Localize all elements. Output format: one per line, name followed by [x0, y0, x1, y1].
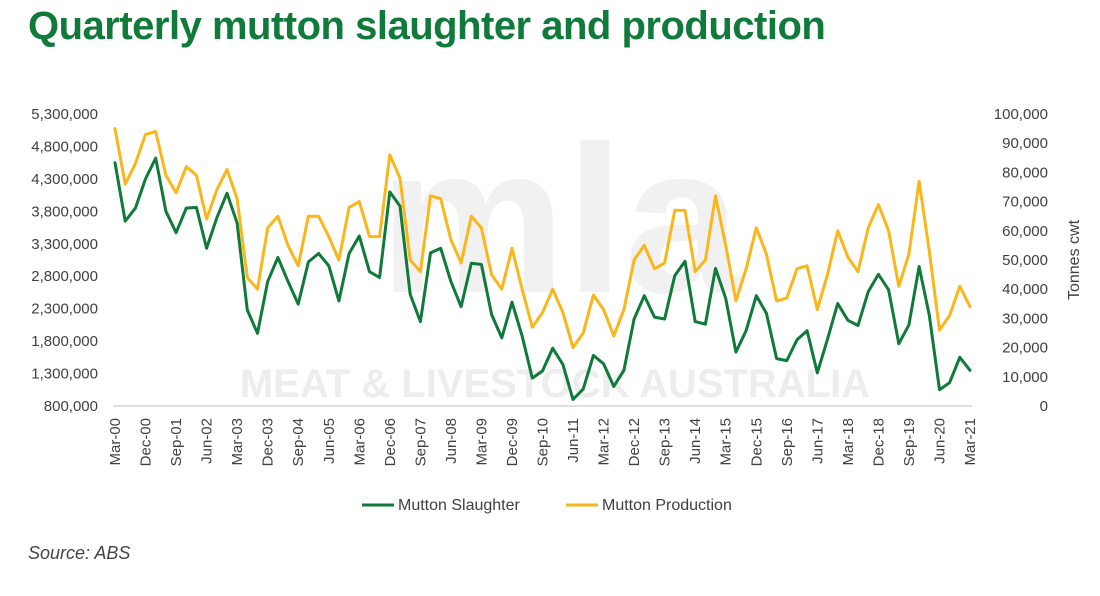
x-tick-label: Jun-14	[687, 418, 704, 464]
x-tick-label: Jun-08	[443, 418, 460, 464]
watermark-logo: mla	[379, 102, 743, 337]
y-left-tick-label: 1,300,000	[31, 366, 98, 383]
x-tick-label: Dec-12	[626, 418, 643, 466]
x-tick-label: Mar-00	[107, 418, 124, 466]
y-left-tick-label: 3,300,000	[31, 236, 98, 253]
y-right-tick-label: 40,000	[1002, 281, 1048, 298]
x-tick-label: Dec-15	[748, 418, 765, 466]
x-tick-label: Jun-05	[321, 418, 338, 464]
x-axis: Mar-00 Dec-00 Sep-01 Jun-02 Mar-03 Dec-03 Sep-…	[107, 418, 979, 466]
x-tick-label: Mar-09	[473, 418, 490, 466]
y-right-tick-label: 60,000	[1002, 223, 1048, 240]
y-left-tick-label: 4,800,000	[31, 138, 98, 155]
y-right-tick-label: 50,000	[1002, 252, 1048, 269]
y-right-tick-label: 0	[1040, 398, 1048, 415]
x-tick-label: Sep-04	[290, 418, 307, 466]
x-tick-label: Dec-09	[504, 418, 521, 466]
x-tick-label: Mar-15	[718, 418, 735, 466]
x-tick-label: Sep-07	[412, 418, 429, 466]
y-right-tick-label: 100,000	[994, 106, 1048, 123]
y-right-tick-label: 30,000	[1002, 310, 1048, 327]
series-line-production	[113, 127, 972, 350]
legend-label-slaughter: Mutton Slaughter	[398, 497, 521, 514]
x-tick-label: Jun-20	[931, 418, 948, 464]
series-layer	[113, 127, 972, 401]
x-tick-label: Dec-18	[870, 418, 887, 466]
x-tick-label: Mar-03	[229, 418, 246, 466]
x-tick-label: Jun-02	[199, 418, 216, 464]
x-tick-label: Mar-18	[840, 418, 857, 466]
y-left-tick-label: 800,000	[44, 398, 98, 415]
x-tick-label: Dec-06	[382, 418, 399, 466]
mla-watermark: mla MEAT & LIVESTOCK AUSTRALIA	[240, 102, 870, 406]
y-left-tick-label: 2,800,000	[31, 268, 98, 285]
x-tick-label: Sep-01	[168, 418, 185, 466]
watermark-text: MEAT & LIVESTOCK AUSTRALIA	[240, 362, 870, 406]
y-axis-right-title: Tonnes cwt	[1066, 219, 1083, 300]
y-left-tick-label: 2,300,000	[31, 301, 98, 318]
x-tick-label: Sep-13	[657, 418, 674, 466]
x-tick-label: Sep-16	[779, 418, 796, 466]
y-right-tick-label: 20,000	[1002, 340, 1048, 357]
y-left-tick-label: 1,800,000	[31, 333, 98, 350]
x-tick-label: Dec-00	[138, 418, 155, 466]
y-left-tick-label: 3,800,000	[31, 203, 98, 220]
y-left-tick-label: 4,300,000	[31, 171, 98, 188]
y-left-tick-label: 5,300,000	[31, 106, 98, 123]
x-tick-label: Jun-11	[565, 418, 582, 463]
x-tick-label: Sep-10	[535, 418, 552, 466]
legend-label-production: Mutton Production	[602, 497, 732, 514]
x-tick-label: Mar-12	[596, 418, 613, 466]
source-note: Source: ABS	[28, 543, 131, 563]
series-line-slaughter	[113, 156, 972, 401]
x-tick-label: Sep-19	[901, 418, 918, 466]
y-right-tick-label: 10,000	[1002, 369, 1048, 386]
x-tick-label: Mar-06	[351, 418, 368, 466]
y-right-tick-label: 70,000	[1002, 194, 1048, 211]
y-axis-left: 5,300,000 4,800,000 4,300,000 3,800,000 3,30…	[31, 106, 98, 415]
y-axis-right: 100,000 90,000 80,000 70,000 60,000 50,000 40,…	[994, 106, 1048, 415]
chart-title: Quarterly mutton slaughter and productio…	[28, 4, 826, 48]
x-tick-label: Dec-03	[260, 418, 277, 466]
y-right-tick-label: 80,000	[1002, 164, 1048, 181]
x-tick-label: Mar-21	[962, 418, 979, 466]
legend: Mutton Slaughter Mutton Production	[362, 497, 732, 514]
x-tick-label: Jun-17	[809, 418, 826, 464]
y-right-tick-label: 90,000	[1002, 135, 1048, 152]
